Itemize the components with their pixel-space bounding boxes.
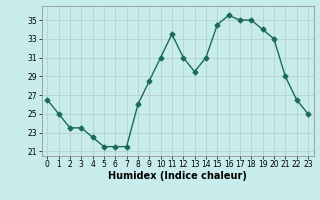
X-axis label: Humidex (Indice chaleur): Humidex (Indice chaleur) [108, 171, 247, 181]
